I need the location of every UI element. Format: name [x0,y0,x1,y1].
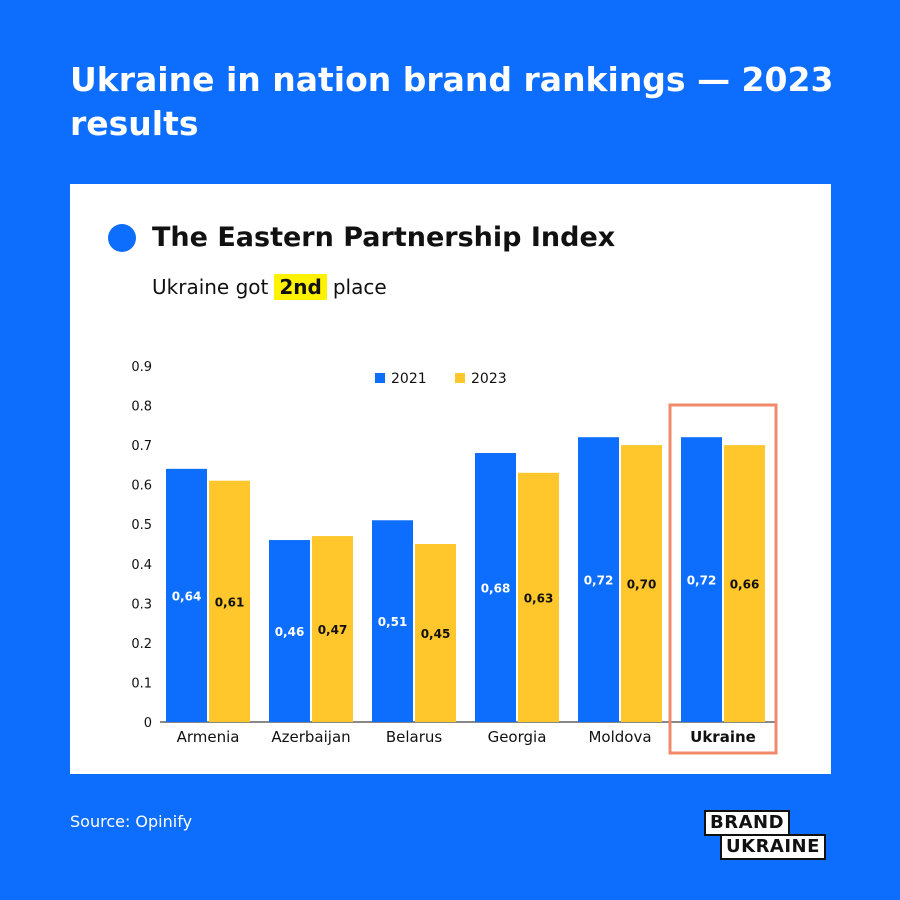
data-label: 0,70 [627,578,657,592]
headline: Ukraine in nation brand rankings — 2023 … [70,60,834,143]
bar-2023-armenia [209,480,250,722]
logo-line-1: BRAND [704,810,791,836]
data-label: 0,68 [481,582,511,596]
card-title: The Eastern Partnership Index [152,222,616,253]
category-label: Azerbaijan [271,728,350,746]
card-title-row: The Eastern Partnership Index [108,222,615,253]
data-label: 0,63 [524,591,554,605]
data-label: 0,51 [378,615,408,629]
bar-2021-ukraine [681,437,722,722]
bar-2021-belarus [372,520,413,722]
data-label: 0,47 [318,623,348,637]
subtitle-highlight: 2nd [274,274,327,300]
bar-2023-georgia [518,472,559,722]
y-tick-label: 0.3 [131,597,152,612]
bar-2023-azerbaijan [312,536,353,722]
y-tick-label: 0.6 [131,479,152,494]
bar-chart: 0 0.1 0.2 0.3 0.4 0.5 0.6 0.7 0.8 0.9 0,64 0,61 Arme… [131,360,778,755]
category-label: Belarus [386,728,443,746]
logo-line-2: UKRAINE [720,834,826,860]
subtitle-prefix: Ukraine got [152,275,269,299]
legend-swatch-2023 [455,373,465,383]
bar-2021-armenia [166,468,207,722]
bar-2021-azerbaijan [269,540,310,722]
data-label: 0,61 [215,595,245,609]
legend-swatch-2021 [375,373,385,383]
y-tick-label: 0.7 [131,439,152,454]
data-label: 0,64 [172,589,202,603]
data-label: 0,66 [730,578,760,592]
category-label: Moldova [588,728,651,746]
chart-card: The Eastern Partnership Index Ukraine go… [70,184,831,774]
data-label: 0,46 [275,625,305,639]
bar-2021-moldova [578,437,619,722]
y-tick-label: 0.9 [131,360,152,375]
y-tick-label: 0.5 [131,518,152,533]
bullet-dot-icon [108,223,136,252]
y-tick-label: 0.2 [131,637,152,652]
card-subtitle: Ukraine got 2nd place [152,274,387,300]
data-label: 0,72 [687,574,717,588]
bar-2021-georgia [475,453,516,722]
bar-2023-moldova [621,445,662,722]
legend-label: 2021 [391,371,427,387]
highlight-box [668,403,778,755]
brand-ukraine-logo: BRAND UKRAINE [704,810,826,860]
subtitle-suffix: place [332,275,387,299]
bar-2023-ukraine [724,445,765,722]
y-tick-label: 0.8 [131,400,152,415]
legend-label: 2023 [471,371,507,387]
bar-2023-belarus [415,544,456,722]
y-tick-label: 0 [144,716,152,731]
y-tick-label: 0.4 [131,558,152,573]
data-label: 0,45 [421,627,451,641]
data-label: 0,72 [584,574,614,588]
y-tick-label: 0.1 [131,676,152,691]
category-label: Georgia [488,728,547,746]
category-label: Ukraine [690,728,756,746]
category-label: Armenia [177,728,240,746]
source-note: Source: Opinify [70,812,193,831]
